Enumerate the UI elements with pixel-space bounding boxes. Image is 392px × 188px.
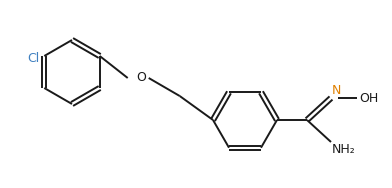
Text: OH: OH — [359, 92, 378, 105]
Text: O: O — [136, 71, 146, 84]
Text: NH₂: NH₂ — [332, 143, 356, 156]
Text: Cl: Cl — [27, 52, 39, 64]
Text: N: N — [332, 84, 341, 97]
